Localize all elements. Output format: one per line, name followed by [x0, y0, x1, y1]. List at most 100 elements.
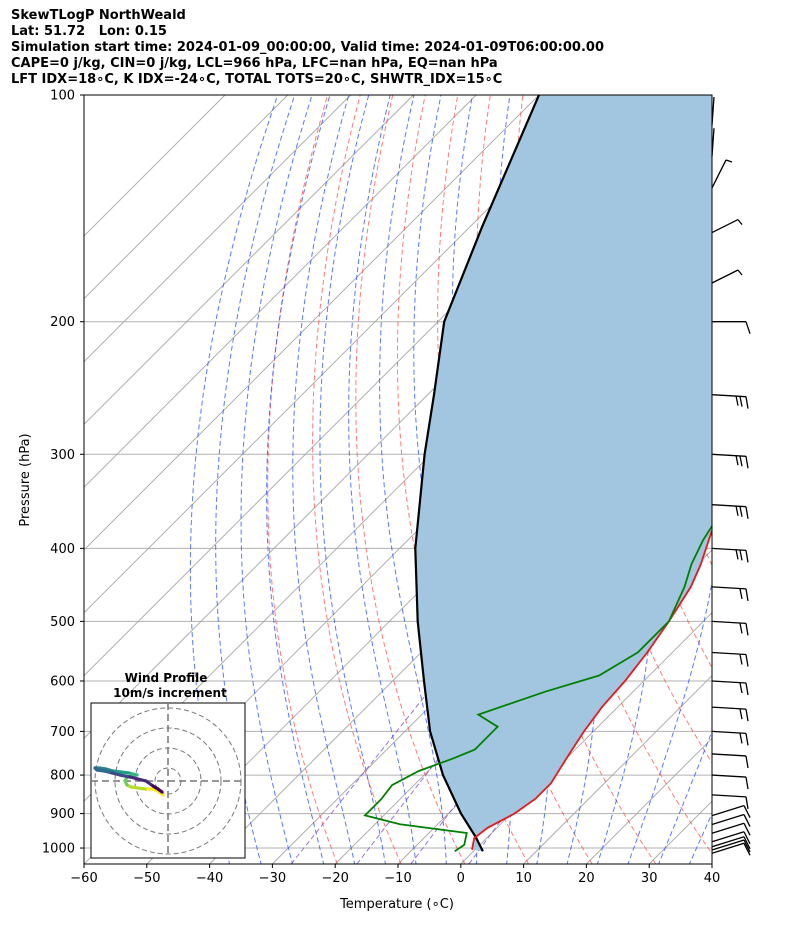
- x-tick-label: 10: [515, 871, 532, 886]
- chart-header: SkewTLogP NorthWeald Lat: 51.72 Lon: 0.1…: [11, 8, 604, 88]
- wind-barb: [711, 96, 715, 126]
- y-tick-label: 700: [50, 725, 75, 740]
- x-tick-label: −60: [70, 871, 97, 886]
- y-tick-label: 200: [50, 315, 75, 330]
- wind-barb: [711, 753, 749, 769]
- isotherm-line: [711, 863, 712, 864]
- wind-barb: [711, 620, 749, 636]
- wind-barb: [711, 804, 751, 818]
- wind-barb: [711, 394, 749, 409]
- y-tick-label: 500: [50, 615, 75, 630]
- y-tick-label: 900: [50, 807, 75, 822]
- y-axis-label: Pressure (hPa): [18, 433, 33, 526]
- moist-adiabat-line: [413, 95, 478, 864]
- y-tick-label: 400: [50, 542, 75, 557]
- location-line: Lat: 51.72 Lon: 0.15: [11, 24, 167, 39]
- wind-barb: [711, 839, 751, 853]
- x-tick-label: 30: [641, 871, 658, 886]
- isotherm-line: [84, 95, 603, 614]
- y-tick-label: 1000: [42, 842, 75, 857]
- moist-adiabat-line: [379, 95, 447, 864]
- isotherm-line: [84, 95, 351, 363]
- moist-adiabat-line: [720, 95, 794, 866]
- wind-barb: [711, 159, 733, 189]
- wind-profile-inset: Wind Profile 10m/s increment: [90, 671, 246, 859]
- x-tick-label: −10: [384, 871, 411, 886]
- wind-barb: [711, 547, 749, 563]
- wind-barb: [711, 504, 749, 519]
- indices-line: LFT IDX=18∘C, K IDX=-24∘C, TOTAL TOTS=20…: [11, 72, 503, 87]
- moist-adiabat-line: [627, 95, 712, 864]
- cape-cin-fill: [415, 95, 712, 852]
- dewpoint-line: [363, 524, 712, 853]
- wind-barb: [711, 836, 751, 850]
- wind-barb: [711, 453, 749, 469]
- wind-barb: [711, 730, 749, 746]
- hodograph-subtitle: 10m/s increment: [113, 686, 227, 700]
- x-axis-label: Temperature (∘C): [339, 897, 454, 912]
- hodograph-title: Wind Profile: [125, 671, 208, 685]
- y-tick-label: 600: [50, 674, 75, 689]
- wind-barb: [711, 680, 749, 696]
- dry-adiabat-line: [312, 95, 402, 864]
- hodograph-segment: [118, 773, 132, 779]
- y-tick-label: 100: [50, 89, 75, 104]
- hodograph-segment: [156, 787, 164, 794]
- hodograph-plot: [91, 703, 245, 858]
- dry-adiabat-line: [783, 95, 794, 864]
- isotherm-line: [84, 95, 289, 300]
- x-tick-label: −20: [321, 871, 348, 886]
- dry-adiabat-line: [549, 95, 712, 764]
- x-tick-label: −40: [196, 871, 223, 886]
- wind-barb: [711, 813, 751, 827]
- wind-barb: [711, 651, 749, 667]
- moist-adiabat-line: [348, 95, 417, 864]
- mixing-ratio-line: [356, 680, 500, 864]
- y-tick-label: 800: [50, 769, 75, 784]
- y-tick-label: 300: [50, 448, 75, 463]
- wind-barb: [711, 822, 751, 836]
- moist-adiabat-line: [658, 730, 712, 864]
- x-tick-label: −30: [259, 871, 286, 886]
- dry-adiabat-line: [355, 95, 466, 864]
- moist-adiabat-line: [266, 95, 331, 864]
- moist-adiabat-line: [189, 95, 279, 864]
- x-tick-label: 40: [704, 871, 721, 886]
- series-layer: [363, 95, 712, 853]
- wind-barb: [711, 842, 751, 856]
- wind-barb: [711, 774, 749, 790]
- wind-barb: [711, 128, 715, 157]
- x-tick-label: −50: [133, 871, 160, 886]
- isotherm-line: [84, 95, 477, 488]
- axes: −60 −50 −40 −30 −20 −10 0 10 20 30 40 1000 900 800 700…: [42, 89, 720, 887]
- moist-adiabat-line: [319, 95, 386, 864]
- dry-adiabat-line: [267, 95, 338, 864]
- isotherm-line: [84, 95, 226, 237]
- x-tick-label: 0: [457, 871, 465, 886]
- mixing-ratio-line: [290, 680, 438, 864]
- wind-barb: [711, 586, 749, 602]
- wind-barb: [711, 706, 749, 722]
- isotherm-line: [523, 674, 712, 864]
- moist-adiabat-line: [292, 95, 356, 864]
- moist-adiabat-line: [240, 95, 313, 864]
- parcel-profile-line: [414, 95, 541, 852]
- wind-barb: [711, 831, 751, 845]
- chart-title: SkewTLogP NorthWeald: [11, 8, 186, 23]
- isotherm-line: [84, 95, 414, 426]
- isotherm-line: [460, 612, 712, 864]
- wind-barb: [711, 269, 743, 284]
- wind-barb: [711, 794, 749, 809]
- wind-barb: [711, 219, 743, 234]
- isotherm-line: [84, 95, 540, 551]
- dry-adiabat-line: [751, 95, 794, 864]
- time-line: Simulation start time: 2024-01-09_00:00:…: [11, 40, 604, 55]
- moist-adiabat-line: [215, 95, 296, 864]
- wind-barb: [712, 321, 751, 334]
- x-tick-label: 20: [578, 871, 595, 886]
- wind-barbs: [711, 96, 751, 856]
- dry-adiabat-line: [718, 95, 794, 864]
- cape-line: CAPE=0 j/kg, CIN=0 j/kg, LCL=966 hPa, LF…: [11, 56, 498, 71]
- temperature-line: [471, 528, 712, 850]
